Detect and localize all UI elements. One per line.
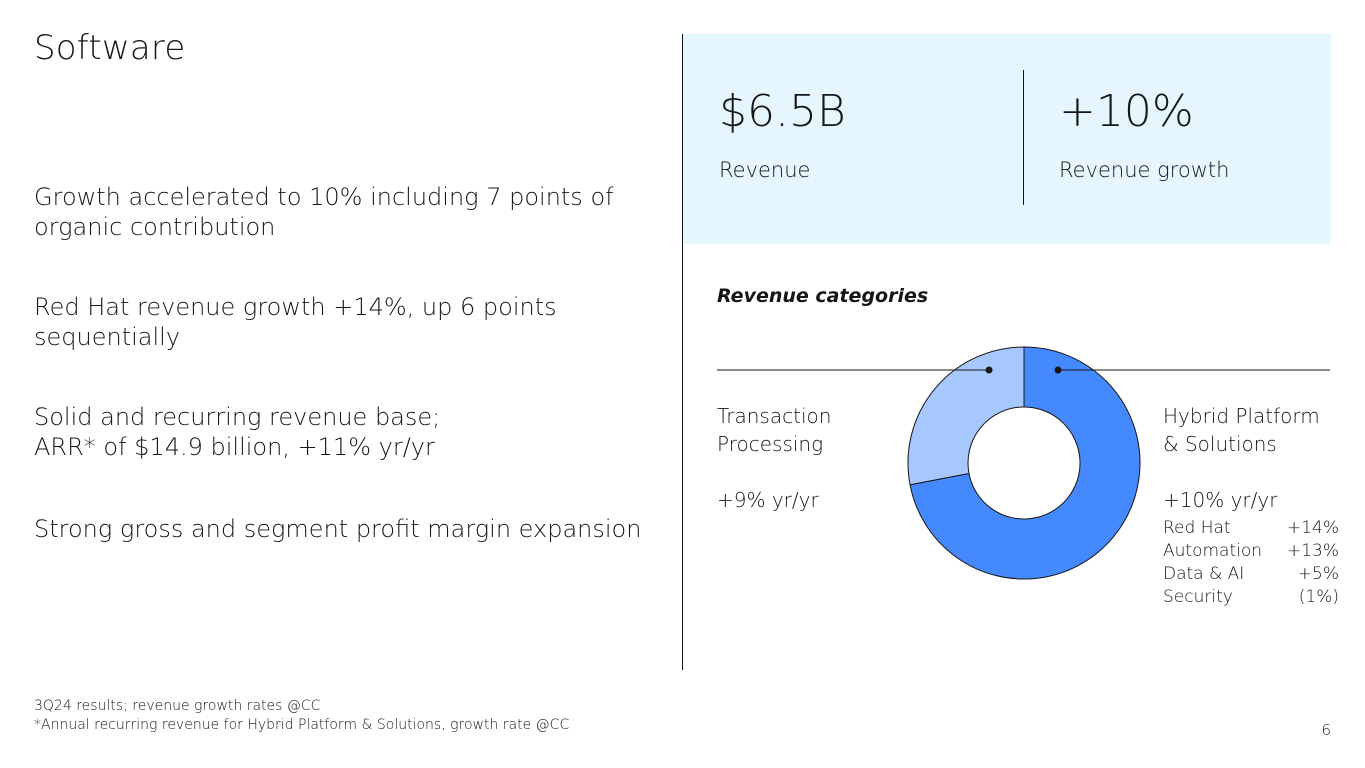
label-hybrid-platform: Hybrid Platform & Solutions +10% yr/yr xyxy=(1163,374,1320,542)
breakdown-value: +5% xyxy=(1297,564,1339,584)
kpi-panel: $6.5B Revenue +10% Revenue growth xyxy=(683,34,1331,244)
donut-slice-hybrid-platform-solutions xyxy=(909,346,1141,580)
page-title: Software xyxy=(34,28,186,68)
breakdown-row: Data & AI +5% xyxy=(1163,563,1339,586)
leader-dot-transaction xyxy=(985,366,993,374)
kpi-growth-label: Revenue growth xyxy=(1059,158,1230,182)
breakdown-name: Red Hat xyxy=(1163,518,1231,538)
breakdown-row: Red Hat +14% xyxy=(1163,517,1339,540)
bullet-growth: Growth accelerated to 10% including 7 po… xyxy=(34,183,614,241)
label-transaction-processing: Transaction Processing +9% yr/yr xyxy=(717,374,831,542)
kpi-separator xyxy=(1023,70,1024,205)
hybrid-breakdown-table: Red Hat +14% Automation +13% Data & AI +… xyxy=(1163,517,1339,609)
chart-title: Revenue categories xyxy=(717,285,929,307)
breakdown-value: (1%) xyxy=(1298,587,1339,607)
kpi-growth-value: +10% xyxy=(1059,86,1194,137)
footnote-results: 3Q24 results; revenue growth rates @CC xyxy=(34,698,321,714)
footnotes: 3Q24 results; revenue growth rates @CC *… xyxy=(34,697,569,735)
breakdown-value: +13% xyxy=(1286,541,1339,561)
bullet-red-hat: Red Hat revenue growth +14%, up 6 points… xyxy=(34,293,557,351)
breakdown-name: Security xyxy=(1163,587,1233,607)
bullet-margin: Strong gross and segment profit margin e… xyxy=(34,515,642,543)
breakdown-value: +14% xyxy=(1286,518,1339,538)
leader-dot-hybrid xyxy=(1054,366,1062,374)
label-hybrid-growth: +10% yr/yr xyxy=(1163,488,1278,512)
kpi-revenue-value: $6.5B xyxy=(719,86,846,137)
page-number: 6 xyxy=(1321,721,1331,739)
footnote-arr: *Annual recurring revenue for Hybrid Pla… xyxy=(34,717,570,733)
kpi-revenue-label: Revenue xyxy=(719,158,811,182)
bullet-recurring-revenue: Solid and recurring revenue base; ARR* o… xyxy=(34,403,441,461)
label-hybrid-name: Hybrid Platform & Solutions xyxy=(1163,404,1320,456)
breakdown-name: Automation xyxy=(1163,541,1263,561)
breakdown-row: Security (1%) xyxy=(1163,586,1339,609)
label-transaction-name: Transaction Processing xyxy=(717,404,832,456)
column-divider xyxy=(682,34,683,670)
label-transaction-growth: +9% yr/yr xyxy=(717,488,819,512)
donut-slice-transaction-processing xyxy=(907,346,1025,486)
breakdown-row: Automation +13% xyxy=(1163,540,1339,563)
breakdown-name: Data & AI xyxy=(1163,564,1245,584)
